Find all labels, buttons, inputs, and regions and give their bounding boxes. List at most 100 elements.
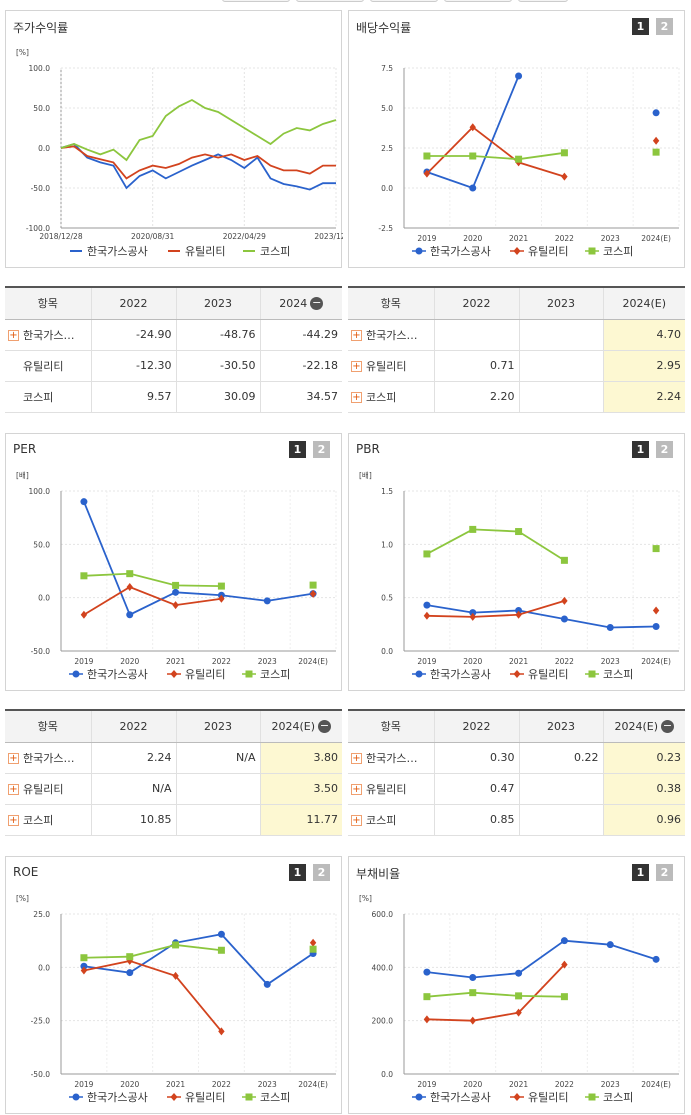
legend-item[interactable]: 한국가스공사 xyxy=(412,668,491,681)
legend-item[interactable]: 코스피 xyxy=(585,1091,633,1104)
collapse-minus-icon[interactable]: − xyxy=(661,719,675,733)
toolbar-button[interactable] xyxy=(370,0,438,2)
legend-marker xyxy=(588,670,596,678)
per-table: 항목 2022 2023 2024(E) − + 한국가스… 2.24 N/A 3.80 + 유틸리티… xyxy=(5,711,342,836)
legend-marker xyxy=(415,247,423,255)
y-tick-label: 2.5 xyxy=(381,144,393,153)
legend-item[interactable]: 한국가스공사 xyxy=(412,1091,491,1104)
legend-item[interactable]: 유틸리티 xyxy=(510,1091,568,1104)
data-point xyxy=(263,597,271,605)
toolbar-button[interactable] xyxy=(444,0,512,2)
page-1-button[interactable]: 1 xyxy=(632,18,649,35)
x-tick-label: 2019 xyxy=(74,1080,93,1089)
page-2-button[interactable]: 2 xyxy=(656,441,673,458)
y-tick-label: -50.0 xyxy=(31,647,51,656)
expand-plus-icon[interactable]: + xyxy=(8,815,19,826)
collapse-minus-icon[interactable]: − xyxy=(318,719,332,733)
toolbar-button[interactable] xyxy=(296,0,364,2)
table-cell: 2.24 xyxy=(91,742,177,774)
expand-plus-icon[interactable]: + xyxy=(8,753,19,764)
expand-plus-icon[interactable]: + xyxy=(8,784,19,795)
legend-item[interactable]: 코스피 xyxy=(242,668,290,681)
table-cell: -12.30 xyxy=(91,350,177,382)
y-tick-label: 5.0 xyxy=(381,104,393,113)
data-point xyxy=(469,973,477,981)
legend-label: 유틸리티 xyxy=(185,1091,225,1104)
legend-item[interactable]: 유틸리티 xyxy=(167,668,225,681)
page-1-button[interactable]: 1 xyxy=(289,864,306,881)
pbr-panel: PBR 1 2 [배] 1.5 1.0 0.5 0.0 2019 2020 2021 2022 2… xyxy=(348,433,685,691)
x-tick-label: 2022 xyxy=(555,234,574,243)
legend-item[interactable]: 코스피 xyxy=(242,1091,290,1104)
data-point xyxy=(309,945,317,953)
table-row: + 코스피 2.20 2.24 xyxy=(348,381,685,413)
legend-label: 유틸리티 xyxy=(185,245,225,258)
expand-plus-icon[interactable]: + xyxy=(351,815,362,826)
per-panel: PER 1 2 [배] 100.0 50.0 0.0 -50.0 2019 2020 2021… xyxy=(5,433,342,691)
legend-item[interactable]: 코스피 xyxy=(243,245,290,258)
legend-item[interactable]: 유틸리티 xyxy=(168,245,225,258)
table-cell xyxy=(519,804,604,836)
legend-item[interactable]: 한국가스공사 xyxy=(69,668,148,681)
series-line-0 xyxy=(60,142,336,191)
page-1-button[interactable]: 1 xyxy=(632,864,649,881)
legend-item[interactable]: 한국가스공사 xyxy=(412,245,491,258)
data-point xyxy=(515,528,523,536)
expand-plus-icon[interactable]: + xyxy=(351,784,362,795)
page-2-button[interactable]: 2 xyxy=(313,441,330,458)
data-point xyxy=(172,588,180,596)
series-line-2 xyxy=(426,991,565,998)
series-line-0 xyxy=(426,75,520,190)
toolbar-button[interactable] xyxy=(222,0,290,2)
table-top-border xyxy=(5,709,342,711)
x-tick-label: 2019 xyxy=(417,1080,436,1089)
unit-label: [%] xyxy=(359,894,372,903)
table-cell: 0.96 xyxy=(603,804,685,836)
expand-plus-icon[interactable]: + xyxy=(8,330,19,341)
x-tick-label: 2023/12/28 xyxy=(314,232,343,241)
series-line-1 xyxy=(83,960,223,1032)
data-point xyxy=(423,169,431,178)
legend-marker xyxy=(588,1093,596,1101)
expand-plus-icon[interactable]: + xyxy=(351,361,362,372)
column-header: 2024− xyxy=(260,288,342,320)
data-point xyxy=(561,596,568,605)
data-point xyxy=(469,1016,476,1025)
stock-return-panel: 주가수익률 [%] 100.0 50.0 0.0 -50.0 -100.0 2018/12/… xyxy=(5,10,343,268)
legend-item[interactable]: 한국가스공사 xyxy=(69,1091,148,1104)
legend-label: 코스피 xyxy=(603,1091,633,1104)
page-1-button[interactable]: 1 xyxy=(632,441,649,458)
page-2-button[interactable]: 2 xyxy=(313,864,330,881)
data-point xyxy=(126,570,134,578)
y-tick-label: 0.0 xyxy=(381,184,393,193)
legend-item[interactable]: 코스피 xyxy=(585,245,633,258)
legend-item[interactable]: 유틸리티 xyxy=(510,668,568,681)
table-cell: 0.71 xyxy=(434,350,520,382)
stock-return-table: 항목 2022 2023 2024− + 한국가스… -24.90 -48.76 -44.29 유… xyxy=(5,288,342,413)
legend-label: 한국가스공사 xyxy=(430,245,491,258)
legend-item[interactable]: 유틸리티 xyxy=(510,245,568,258)
column-header: 항목 xyxy=(5,711,92,743)
y-tick-label: 200.0 xyxy=(372,1017,394,1026)
x-tick-label: 2024(E) xyxy=(641,657,671,666)
data-point xyxy=(560,556,568,564)
table-cell: 0.47 xyxy=(434,773,520,805)
legend-item[interactable]: 유틸리티 xyxy=(167,1091,225,1104)
data-point xyxy=(218,1027,225,1036)
table-cell: 30.09 xyxy=(176,381,261,413)
y-tick-label: 50.0 xyxy=(33,104,50,113)
collapse-minus-icon[interactable]: − xyxy=(310,296,324,310)
page-2-button[interactable]: 2 xyxy=(656,864,673,881)
toolbar-button[interactable] xyxy=(518,0,568,2)
data-point xyxy=(560,149,568,157)
expand-plus-icon[interactable]: + xyxy=(351,330,362,341)
page-1-button[interactable]: 1 xyxy=(289,441,306,458)
legend-item[interactable]: 한국가스공사 xyxy=(70,245,148,258)
column-header: 2022 xyxy=(434,711,520,743)
expand-plus-icon[interactable]: + xyxy=(351,392,362,403)
page-2-button[interactable]: 2 xyxy=(656,18,673,35)
legend-item[interactable]: 코스피 xyxy=(585,668,633,681)
expand-plus-icon[interactable]: + xyxy=(351,753,362,764)
data-point xyxy=(560,615,568,623)
y-tick-label: 0.0 xyxy=(38,144,50,153)
